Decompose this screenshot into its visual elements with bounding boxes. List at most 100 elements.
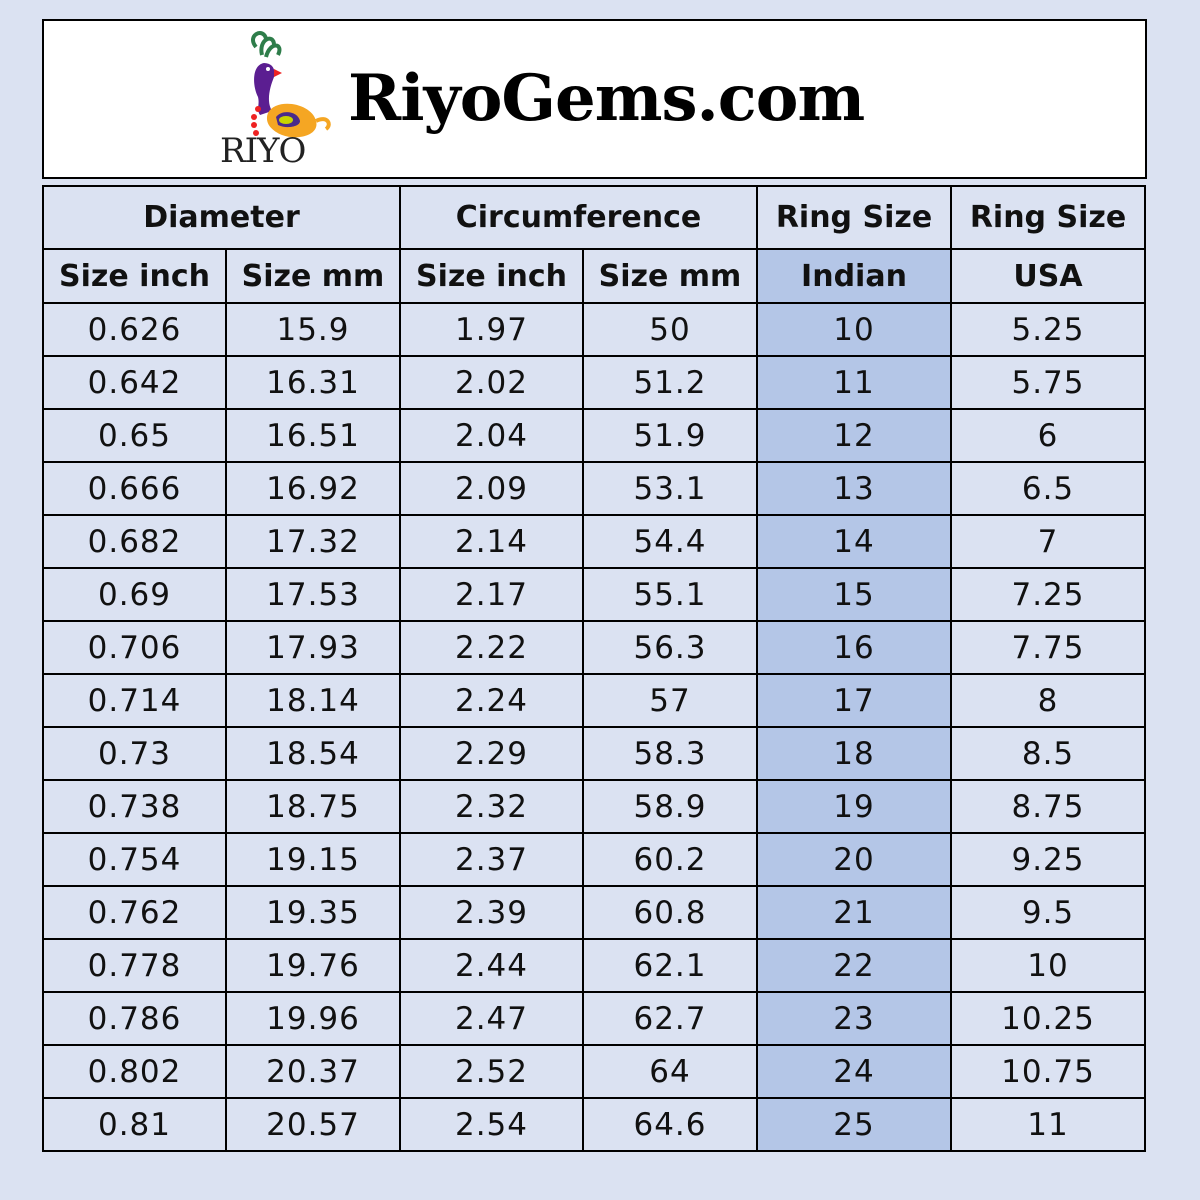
- cell-diameter-mm: 19.96: [225, 991, 401, 1046]
- cell-usa-size: 11: [950, 1097, 1146, 1152]
- cell-circumference-mm: 51.9: [582, 408, 758, 463]
- subheader-usa: USA: [950, 248, 1146, 304]
- cell-circumference-inch: 2.32: [399, 779, 584, 834]
- cell-circumference-inch: 2.52: [399, 1044, 584, 1099]
- cell-circumference-mm: 55.1: [582, 567, 758, 622]
- cell-circumference-inch: 2.04: [399, 408, 584, 463]
- cell-usa-size: 8.5: [950, 726, 1146, 781]
- table-row: 0.81 20.57 2.54 64.6 25 11: [42, 1097, 1146, 1152]
- cell-circumference-inch: 2.54: [399, 1097, 584, 1152]
- cell-indian-size: 22: [756, 938, 952, 993]
- cell-circumference-mm: 60.2: [582, 832, 758, 887]
- cell-circumference-mm: 56.3: [582, 620, 758, 675]
- cell-circumference-mm: 64.6: [582, 1097, 758, 1152]
- cell-circumference-mm: 62.7: [582, 991, 758, 1046]
- brand-header: RIYO RiyoGems.com: [42, 19, 1147, 179]
- table-row: 0.786 19.96 2.47 62.7 23 10.25: [42, 991, 1146, 1046]
- cell-circumference-mm: 64: [582, 1044, 758, 1099]
- cell-diameter-mm: 18.14: [225, 673, 401, 728]
- cell-usa-size: 10.75: [950, 1044, 1146, 1099]
- cell-circumference-mm: 54.4: [582, 514, 758, 569]
- table-row: 0.65 16.51 2.04 51.9 12 6: [42, 408, 1146, 463]
- cell-circumference-inch: 2.24: [399, 673, 584, 728]
- cell-indian-size: 16: [756, 620, 952, 675]
- table-row: 0.738 18.75 2.32 58.9 19 8.75: [42, 779, 1146, 834]
- table-row: 0.666 16.92 2.09 53.1 13 6.5: [42, 461, 1146, 516]
- cell-usa-size: 5.75: [950, 355, 1146, 410]
- cell-indian-size: 17: [756, 673, 952, 728]
- subheader-circumference-inch: Size inch: [399, 248, 584, 304]
- cell-indian-size: 10: [756, 302, 952, 357]
- cell-diameter-inch: 0.642: [42, 355, 227, 410]
- header-ring-size-usa: Ring Size: [950, 185, 1146, 250]
- cell-usa-size: 10: [950, 938, 1146, 993]
- cell-diameter-mm: 17.93: [225, 620, 401, 675]
- cell-indian-size: 18: [756, 726, 952, 781]
- cell-usa-size: 7: [950, 514, 1146, 569]
- cell-diameter-inch: 0.706: [42, 620, 227, 675]
- cell-usa-size: 9.25: [950, 832, 1146, 887]
- cell-circumference-inch: 2.44: [399, 938, 584, 993]
- cell-usa-size: 6: [950, 408, 1146, 463]
- cell-diameter-inch: 0.762: [42, 885, 227, 940]
- cell-circumference-inch: 1.97: [399, 302, 584, 357]
- cell-usa-size: 7.75: [950, 620, 1146, 675]
- cell-diameter-mm: 19.15: [225, 832, 401, 887]
- cell-indian-size: 19: [756, 779, 952, 834]
- cell-circumference-mm: 58.3: [582, 726, 758, 781]
- cell-circumference-inch: 2.02: [399, 355, 584, 410]
- cell-usa-size: 8.75: [950, 779, 1146, 834]
- cell-circumference-inch: 2.37: [399, 832, 584, 887]
- cell-usa-size: 5.25: [950, 302, 1146, 357]
- table-row: 0.762 19.35 2.39 60.8 21 9.5: [42, 885, 1146, 940]
- sub-header-row: Size inch Size mm Size inch Size mm Indi…: [42, 248, 1146, 304]
- table-row: 0.802 20.37 2.52 64 24 10.75: [42, 1044, 1146, 1099]
- cell-indian-size: 23: [756, 991, 952, 1046]
- table-row: 0.714 18.14 2.24 57 17 8: [42, 673, 1146, 728]
- cell-diameter-mm: 18.54: [225, 726, 401, 781]
- cell-diameter-inch: 0.626: [42, 302, 227, 357]
- cell-circumference-inch: 2.47: [399, 991, 584, 1046]
- cell-usa-size: 7.25: [950, 567, 1146, 622]
- cell-usa-size: 10.25: [950, 991, 1146, 1046]
- cell-diameter-inch: 0.682: [42, 514, 227, 569]
- ring-size-table: Diameter Circumference Ring Size Ring Si…: [42, 185, 1146, 1152]
- cell-diameter-mm: 19.35: [225, 885, 401, 940]
- cell-circumference-inch: 2.14: [399, 514, 584, 569]
- header-ring-size-indian: Ring Size: [756, 185, 952, 250]
- cell-indian-size: 24: [756, 1044, 952, 1099]
- cell-indian-size: 11: [756, 355, 952, 410]
- cell-diameter-inch: 0.65: [42, 408, 227, 463]
- cell-circumference-mm: 58.9: [582, 779, 758, 834]
- header-diameter: Diameter: [42, 185, 401, 250]
- cell-indian-size: 20: [756, 832, 952, 887]
- peacock-logo-icon: [251, 31, 331, 138]
- cell-indian-size: 21: [756, 885, 952, 940]
- cell-diameter-inch: 0.786: [42, 991, 227, 1046]
- cell-diameter-inch: 0.69: [42, 567, 227, 622]
- cell-circumference-inch: 2.17: [399, 567, 584, 622]
- table-row: 0.682 17.32 2.14 54.4 14 7: [42, 514, 1146, 569]
- cell-circumference-mm: 51.2: [582, 355, 758, 410]
- cell-indian-size: 15: [756, 567, 952, 622]
- cell-diameter-inch: 0.73: [42, 726, 227, 781]
- header-circumference: Circumference: [399, 185, 758, 250]
- cell-diameter-inch: 0.754: [42, 832, 227, 887]
- table-row: 0.73 18.54 2.29 58.3 18 8.5: [42, 726, 1146, 781]
- cell-circumference-inch: 2.39: [399, 885, 584, 940]
- cell-circumference-mm: 53.1: [582, 461, 758, 516]
- subheader-diameter-mm: Size mm: [225, 248, 401, 304]
- cell-circumference-mm: 60.8: [582, 885, 758, 940]
- subheader-circumference-mm: Size mm: [582, 248, 758, 304]
- cell-usa-size: 9.5: [950, 885, 1146, 940]
- cell-diameter-inch: 0.666: [42, 461, 227, 516]
- cell-diameter-mm: 17.53: [225, 567, 401, 622]
- cell-circumference-mm: 57: [582, 673, 758, 728]
- cell-diameter-inch: 0.778: [42, 938, 227, 993]
- table-row: 0.754 19.15 2.37 60.2 20 9.25: [42, 832, 1146, 887]
- cell-diameter-mm: 20.37: [225, 1044, 401, 1099]
- cell-circumference-inch: 2.29: [399, 726, 584, 781]
- group-header-row: Diameter Circumference Ring Size Ring Si…: [42, 185, 1146, 250]
- cell-circumference-mm: 50: [582, 302, 758, 357]
- subheader-diameter-inch: Size inch: [42, 248, 227, 304]
